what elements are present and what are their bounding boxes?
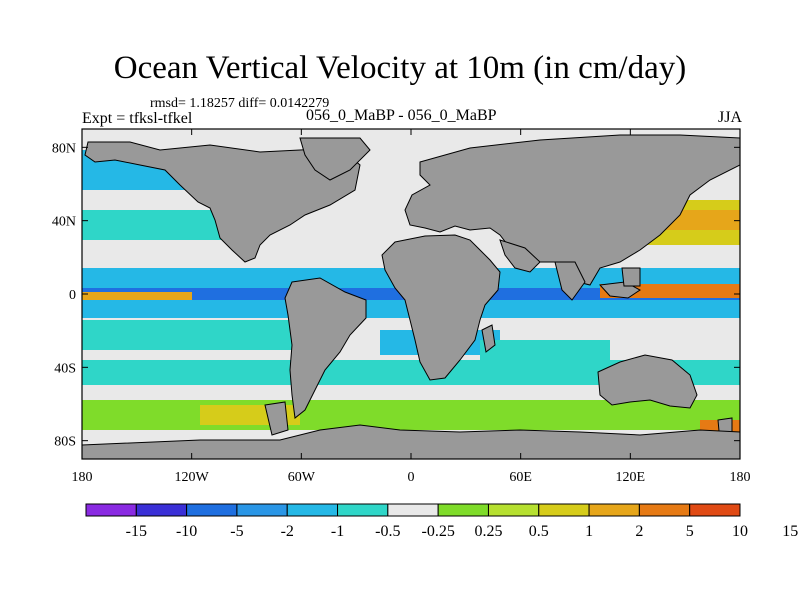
colorbar-swatch bbox=[85, 503, 137, 517]
antarctica bbox=[82, 424, 740, 459]
east-pacific-upwelling bbox=[82, 292, 192, 300]
x-tick-label: 60E bbox=[509, 470, 532, 485]
x-tick-label: 60W bbox=[288, 470, 316, 485]
colorbar-label: -0.25 bbox=[421, 523, 454, 540]
stats-label: rmsd= 1.18257 diff= 0.0142279 bbox=[150, 96, 330, 111]
case-label: 056_0_MaBP - 056_0_MaBP bbox=[306, 107, 497, 124]
colorbar-swatch bbox=[337, 503, 389, 517]
x-tick-label: 120E bbox=[616, 470, 646, 485]
map-panel bbox=[82, 129, 740, 459]
y-tick-label: 0 bbox=[69, 288, 76, 303]
colorbar-label: 5 bbox=[686, 523, 694, 540]
colorbar-swatch bbox=[135, 503, 188, 517]
colorbar-label: 2 bbox=[635, 523, 643, 540]
colorbar-label: 15 bbox=[782, 523, 798, 540]
colorbar-label: 0.5 bbox=[529, 523, 549, 540]
colorbar-swatch bbox=[286, 503, 339, 517]
colorbar-label: -1 bbox=[331, 523, 344, 540]
y-tick-label: 40N bbox=[52, 215, 76, 230]
arabia bbox=[499, 239, 541, 273]
colorbar-label: 1 bbox=[585, 523, 593, 540]
y-tick-label: 40S bbox=[54, 361, 76, 376]
x-tick-label: 180 bbox=[72, 470, 93, 485]
colorbar-swatch bbox=[387, 503, 439, 517]
y-axis: 80N 40N 0 40S 80S bbox=[52, 141, 740, 450]
x-tick-label: 120W bbox=[175, 470, 210, 485]
north-america bbox=[84, 141, 361, 263]
x-tick-label: 0 bbox=[408, 470, 415, 485]
season-label: JJA bbox=[717, 109, 742, 126]
india bbox=[554, 261, 586, 301]
southern-ocean-band bbox=[82, 400, 740, 430]
greenland bbox=[299, 137, 371, 181]
colorbar-swatch bbox=[588, 503, 640, 517]
antarctic-peninsula bbox=[264, 401, 289, 436]
colorbar: -15 -10 -5 -2 -1 -0.5 -0.25 0.25 0.5 1 2 5 10 15 bbox=[85, 503, 798, 540]
africa bbox=[381, 234, 501, 381]
australia bbox=[597, 354, 698, 409]
colorbar-label: -15 bbox=[126, 523, 147, 540]
x-axis: 180 120W 60W 0 60E 120E 180 bbox=[72, 129, 751, 485]
colorbar-swatch bbox=[437, 503, 489, 517]
colorbar-swatch bbox=[638, 503, 691, 517]
madagascar bbox=[481, 324, 496, 353]
land-masses bbox=[82, 134, 740, 459]
colorbar-swatch bbox=[689, 503, 741, 517]
x-tick-label: 180 bbox=[730, 470, 751, 485]
colorbar-label: -0.5 bbox=[375, 523, 400, 540]
colorbar-label: -10 bbox=[176, 523, 197, 540]
japan bbox=[621, 267, 641, 287]
colorbar-label: 0.25 bbox=[474, 523, 502, 540]
colorbar-label: 10 bbox=[732, 523, 748, 540]
y-tick-label: 80S bbox=[54, 435, 76, 450]
experiment-label: Expt = tfksl-tfkel bbox=[82, 110, 193, 127]
colorbar-label: -5 bbox=[230, 523, 243, 540]
colorbar-swatch bbox=[487, 503, 540, 517]
south-america bbox=[284, 277, 367, 419]
y-tick-label: 80N bbox=[52, 141, 76, 156]
colorbar-swatch bbox=[236, 503, 288, 517]
colorbar-label: -2 bbox=[281, 523, 294, 540]
plot-title: Ocean Vertical Velocity at 10m (in cm/da… bbox=[113, 50, 687, 86]
colorbar-swatch bbox=[186, 503, 238, 517]
colorbar-swatch bbox=[538, 503, 590, 517]
